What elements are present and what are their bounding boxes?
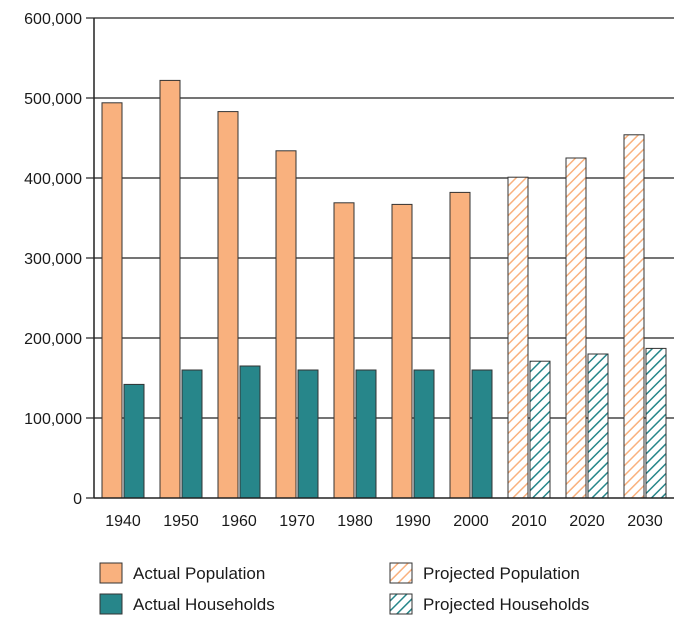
y-tick-label: 200,000 bbox=[24, 331, 82, 348]
bar-projected-population-2030 bbox=[623, 134, 645, 499]
y-tick-label: 100,000 bbox=[24, 411, 82, 428]
y-tick-label: 300,000 bbox=[24, 251, 82, 268]
y-tick-label: 600,000 bbox=[24, 11, 82, 28]
bar-actual-population-1960 bbox=[217, 111, 239, 499]
bar-actual-households-1950 bbox=[181, 369, 203, 499]
bar-actual-households-1960 bbox=[239, 365, 261, 499]
axes bbox=[86, 17, 674, 499]
legend-swatch-actual-households bbox=[99, 593, 123, 615]
y-tick-labels: 0 100,000 200,000 300,000 400,000 500,000 600,… bbox=[24, 11, 82, 508]
x-tick-label: 1990 bbox=[395, 513, 431, 530]
bar-actual-population-1950 bbox=[159, 79, 181, 499]
legend-label-actual-households: Actual Households bbox=[133, 595, 275, 614]
bar-actual-population-1940 bbox=[101, 102, 123, 499]
bar-actual-households-2000 bbox=[471, 369, 493, 499]
y-tick-label: 0 bbox=[73, 491, 82, 508]
legend-swatch-projected-households bbox=[389, 593, 413, 615]
bar-projected-households-2020 bbox=[587, 353, 609, 499]
bar-actual-population-2000 bbox=[449, 191, 471, 499]
y-tick-label: 500,000 bbox=[24, 91, 82, 108]
x-tick-label: 2020 bbox=[569, 513, 605, 530]
legend-label-actual-population: Actual Population bbox=[133, 564, 265, 583]
legend-label-projected-households: Projected Households bbox=[423, 595, 589, 614]
x-tick-label: 2030 bbox=[627, 513, 663, 530]
bar-actual-households-1970 bbox=[297, 369, 319, 499]
bar-actual-population-1990 bbox=[391, 203, 413, 499]
x-tick-labels: 1940 1950 1960 1970 1980 1990 2000 2010 2020 2030 bbox=[105, 513, 663, 530]
bar-projected-population-2010 bbox=[507, 176, 529, 499]
y-tick-label: 400,000 bbox=[24, 171, 82, 188]
legend: Actual Population Projected Population Act… bbox=[99, 562, 589, 615]
bar-projected-households-2010 bbox=[529, 360, 551, 499]
bar-actual-population-1970 bbox=[275, 150, 297, 499]
x-tick-label: 1960 bbox=[221, 513, 257, 530]
bar-actual-population-1980 bbox=[333, 202, 355, 499]
x-tick-label: 1970 bbox=[279, 513, 315, 530]
x-tick-label: 1980 bbox=[337, 513, 373, 530]
bars bbox=[101, 79, 667, 499]
legend-label-projected-population: Projected Population bbox=[423, 564, 580, 583]
legend-swatch-actual-population bbox=[99, 562, 123, 584]
bar-projected-households-2030 bbox=[645, 347, 667, 499]
x-tick-label: 1940 bbox=[105, 513, 141, 530]
grid-lines bbox=[94, 17, 674, 419]
x-tick-label: 2010 bbox=[511, 513, 547, 530]
x-tick-label: 1950 bbox=[163, 513, 199, 530]
bar-actual-households-1940 bbox=[123, 383, 145, 499]
x-tick-label: 2000 bbox=[453, 513, 489, 530]
legend-swatch-projected-population bbox=[389, 562, 413, 584]
bar-actual-households-1990 bbox=[413, 369, 435, 499]
bar-actual-households-1980 bbox=[355, 369, 377, 499]
bar-projected-population-2020 bbox=[565, 157, 587, 499]
